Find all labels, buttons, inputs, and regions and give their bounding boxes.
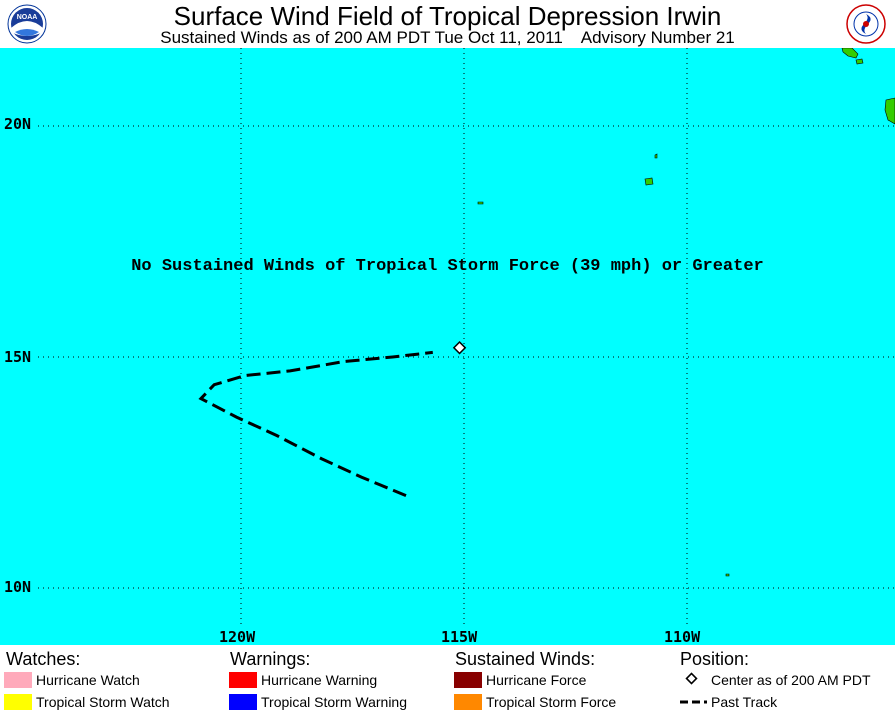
noaa-logo-icon: NOAA <box>7 4 47 44</box>
hurricane-watch-swatch <box>4 672 32 688</box>
svg-text:NOAA: NOAA <box>17 14 38 21</box>
baja-peninsula-tip <box>841 48 859 59</box>
hurricane-warning-label: Hurricane Warning <box>261 672 378 688</box>
position-heading: Position: <box>680 649 750 669</box>
island-small-north <box>855 58 864 65</box>
diamond-icon <box>679 672 707 688</box>
storm-center-marker <box>452 341 467 355</box>
legend-center-position: Center as of 200 AM PDT <box>679 671 871 689</box>
past-track-line <box>198 350 433 497</box>
wind-field-map: 20N 15N 10N 120W 115W 110W No Sustained … <box>0 48 895 646</box>
dashed-line-icon <box>679 694 707 710</box>
page-title: Surface Wind Field of Tropical Depressio… <box>173 1 722 31</box>
legend-tropical-storm-watch: Tropical Storm Watch <box>4 693 170 711</box>
header: NOAA Surface Wind Field of Tropical Depr… <box>0 0 895 48</box>
lat-label-20n: 20N <box>4 115 32 133</box>
lat-label-10n: 10N <box>4 578 32 596</box>
past-track-label: Past Track <box>711 694 778 710</box>
island-clipperton <box>725 573 730 577</box>
island-socorro <box>644 177 654 186</box>
hurricane-watch-label: Hurricane Watch <box>36 672 140 688</box>
legend-tropical-storm-warning: Tropical Storm Warning <box>229 693 407 711</box>
lat-label-15n: 15N <box>4 348 32 366</box>
tropical-storm-force-label: Tropical Storm Force <box>486 694 617 710</box>
watches-heading: Watches: <box>6 649 81 669</box>
warnings-heading: Warnings: <box>230 649 311 669</box>
hurricane-force-label: Hurricane Force <box>486 672 587 688</box>
island-san-benedicto <box>654 153 658 159</box>
tropical-storm-force-swatch <box>454 694 482 710</box>
page-subtitle: Sustained Winds as of 200 AM PDT Tue Oct… <box>160 28 735 47</box>
no-winds-notice: No Sustained Winds of Tropical Storm For… <box>131 257 764 276</box>
landmasses <box>477 48 895 577</box>
tropical-storm-watch-label: Tropical Storm Watch <box>36 694 170 710</box>
tropical-storm-warning-label: Tropical Storm Warning <box>261 694 408 710</box>
tropical-storm-warning-swatch <box>229 694 257 710</box>
mexico-coast <box>884 97 895 125</box>
hurricane-force-swatch <box>454 672 482 688</box>
legend-tropical-storm-force: Tropical Storm Force <box>454 693 616 711</box>
sustained-winds-heading: Sustained Winds: <box>455 649 596 669</box>
map-canvas <box>38 48 895 626</box>
legend-hurricane-force: Hurricane Force <box>454 671 586 689</box>
tropical-storm-watch-swatch <box>4 694 32 710</box>
legend-hurricane-warning: Hurricane Warning <box>229 671 377 689</box>
hurricane-warning-swatch <box>229 672 257 688</box>
lon-label-115w: 115W <box>441 628 478 646</box>
nws-logo-icon <box>846 4 886 44</box>
legend-hurricane-watch: Hurricane Watch <box>4 671 140 689</box>
center-position-label: Center as of 200 AM PDT <box>711 672 871 688</box>
lon-label-110w: 110W <box>664 628 701 646</box>
gridlines <box>38 48 895 626</box>
legend: Watches: Hurricane Watch Tropical Storm … <box>0 645 895 716</box>
lon-label-120w: 120W <box>219 628 256 646</box>
legend-past-track: Past Track <box>679 693 777 711</box>
island-clarion <box>477 201 484 205</box>
